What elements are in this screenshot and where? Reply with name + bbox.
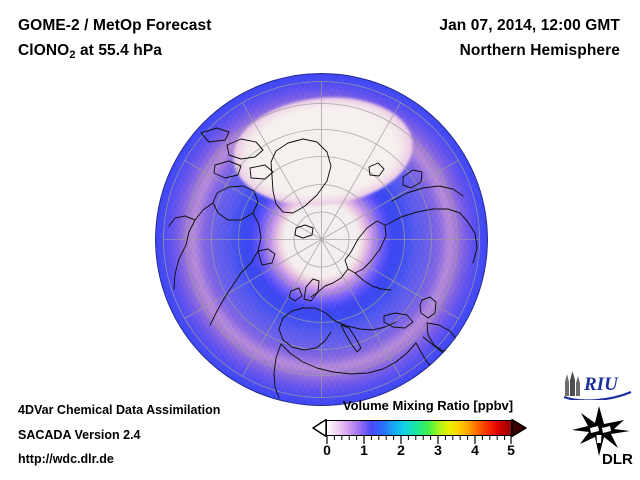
globe-map (155, 73, 488, 406)
footer-line-version: SACADA Version 2.4 (18, 428, 141, 442)
page-title: GOME-2 / MetOp Forecast (18, 17, 212, 34)
colorbar-over-arrow (511, 419, 527, 437)
graticule-layer (163, 81, 480, 398)
footer-line-url[interactable]: http://wdc.dlr.de (18, 452, 114, 466)
colorbar: Volume Mixing Ratio [ppbv] (312, 398, 544, 460)
pressure-level: at 55.4 hPa (75, 42, 163, 59)
globe-limb-outline (155, 73, 488, 406)
timestamp: Jan 07, 2014, 12:00 GMT (439, 17, 620, 34)
colorbar-tick-labels: 0 1 2 3 4 5 (323, 442, 515, 460)
riu-wordmark: RIU (583, 374, 619, 395)
species-name: ClONO (18, 42, 70, 59)
colorbar-tick-label: 2 (397, 442, 405, 458)
colorbar-ticks (326, 436, 512, 444)
dlr-glider-icon (572, 406, 630, 456)
riu-logo: RIU (563, 371, 632, 400)
footer-line-assimilation: 4DVar Chemical Data Assimilation (18, 403, 221, 417)
riu-swoosh (563, 391, 632, 400)
colorbar-tick-label: 4 (471, 442, 479, 458)
colorbar-gradient (326, 420, 512, 436)
sphere-shading (155, 73, 488, 406)
colorbar-tick-label: 5 (507, 442, 515, 458)
species-title: ClONO2 at 55.4 hPa (18, 42, 162, 61)
colorbar-under-arrow (312, 419, 327, 437)
coastline-layer (168, 127, 478, 399)
dlr-inner-cuts (590, 426, 611, 443)
globe-disc (155, 73, 488, 406)
hemisphere-label: Northern Hemisphere (459, 42, 620, 59)
colorbar-tick-label: 0 (323, 442, 331, 458)
dlr-wordmark: DLR (602, 451, 633, 466)
cathedral-spires-icon (565, 371, 580, 396)
colorbar-title: Volume Mixing Ratio [ppbv] (342, 398, 514, 413)
dlr-logo: DLR (572, 406, 633, 466)
species-subscript: 2 (69, 49, 76, 61)
colorbar-tick-label: 3 (434, 442, 442, 458)
colorbar-tick-label: 1 (360, 442, 368, 458)
